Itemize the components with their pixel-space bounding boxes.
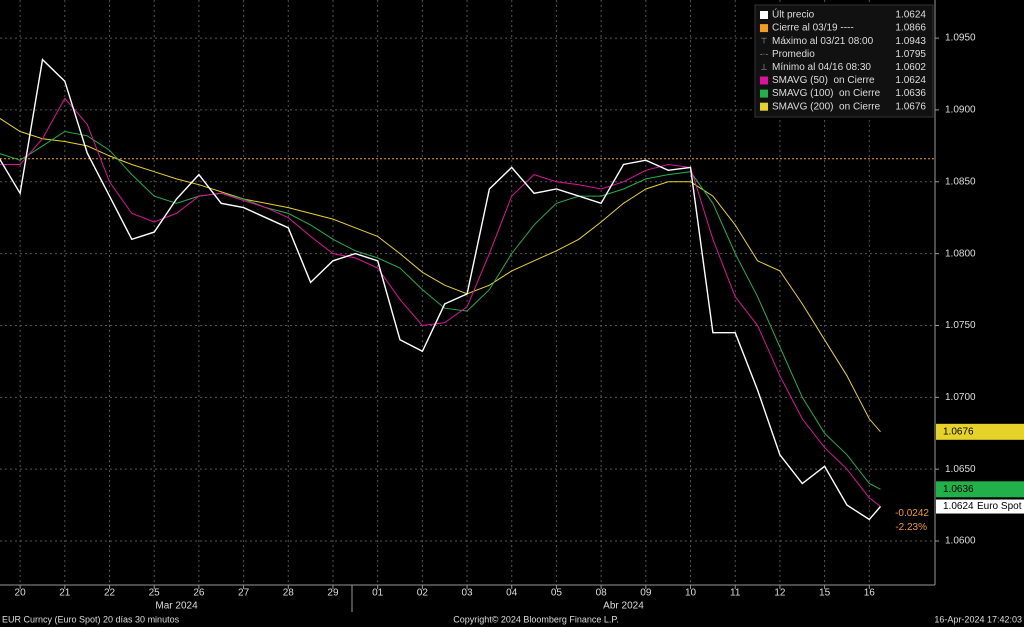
legend-value: 1.0602 <box>895 62 926 73</box>
x-tick-label: 29 <box>327 588 339 599</box>
month-label: Mar 2024 <box>155 601 198 612</box>
legend-value: 1.0943 <box>895 36 926 47</box>
legend-swatch <box>760 89 768 98</box>
y-tick-label: 1.0900 <box>945 105 976 116</box>
legend-symbol: ⊥ <box>761 63 768 72</box>
x-tick-label: 11 <box>730 588 741 599</box>
series-line <box>0 130 881 490</box>
x-tick-label: 16 <box>864 588 876 599</box>
footer-right: 16-Apr-2024 17:42:03 <box>934 614 1022 624</box>
legend-label: SMAVG (200) on Cierre <box>772 101 881 112</box>
y-tick-label: 1.0750 <box>945 320 976 331</box>
x-tick-label: 08 <box>596 588 608 599</box>
x-tick-label: 03 <box>461 588 473 599</box>
y-tick-label: 1.0600 <box>945 536 976 547</box>
legend-value: 1.0676 <box>895 101 926 112</box>
legend-label: SMAVG (50) on Cierre <box>772 75 875 86</box>
legend-label: Promedio <box>772 49 815 60</box>
x-tick-label: 15 <box>819 588 831 599</box>
legend-swatch <box>760 76 768 85</box>
series-line <box>0 97 881 507</box>
x-tick-label: 04 <box>506 588 518 599</box>
legend-symbol: -·- <box>760 49 768 58</box>
x-tick-label: 28 <box>283 588 295 599</box>
legend-swatch <box>760 24 768 33</box>
change-label: -0.0242 <box>895 508 929 519</box>
x-tick-label: 05 <box>551 588 563 599</box>
legend-label: SMAVG (100) on Cierre <box>772 88 881 99</box>
value-tag-label: 1.0676 <box>943 426 974 437</box>
legend-swatch <box>760 11 768 19</box>
month-label: Abr 2024 <box>603 601 644 612</box>
legend-symbol: ⊤ <box>761 36 768 45</box>
legend-value: 1.0866 <box>895 23 926 34</box>
x-tick-label: 22 <box>104 588 116 599</box>
x-tick-label: 02 <box>417 588 429 599</box>
x-tick-label: 26 <box>193 588 205 599</box>
value-tag <box>936 499 1024 514</box>
y-tick-label: 1.0950 <box>945 33 976 44</box>
legend-value: 1.0636 <box>895 88 926 99</box>
value-tag-label: 1.0636 <box>943 484 974 495</box>
legend-value: 1.0795 <box>895 49 926 60</box>
y-tick-label: 1.0850 <box>945 176 976 187</box>
legend-swatch <box>760 102 768 111</box>
value-tag-name: Euro Spot <box>977 501 1022 512</box>
value-tag <box>936 423 1024 440</box>
x-tick-label: 25 <box>149 588 161 599</box>
x-tick-label: 21 <box>59 588 71 599</box>
legend-box <box>754 4 934 118</box>
legend-label: Mínimo al 04/16 08:30 <box>772 62 871 73</box>
legend-value: 1.0624 <box>895 10 926 21</box>
change-pct-label: -2.23% <box>895 522 927 533</box>
value-tag <box>936 481 1024 498</box>
x-tick-label: 10 <box>685 588 697 599</box>
series-line <box>0 58 882 521</box>
x-tick-label: 27 <box>238 588 250 599</box>
y-tick-label: 1.0800 <box>945 248 976 259</box>
x-tick-label: 01 <box>372 588 384 599</box>
x-tick-label: 09 <box>640 588 652 599</box>
legend-label: Últ precio <box>772 8 815 21</box>
footer-left: EUR Curncy (Euro Spot) 20 días 30 minuto… <box>2 614 180 624</box>
legend-label: Cierre al 03/19 ---- <box>772 23 854 34</box>
legend-label: Máximo al 03/21 08:00 <box>772 36 874 47</box>
y-tick-label: 1.0700 <box>945 392 976 403</box>
value-tag-label: 1.0624 <box>943 501 974 512</box>
y-tick-label: 1.0650 <box>945 464 976 475</box>
footer-center: Copyright© 2024 Bloomberg Finance L.P. <box>453 614 619 624</box>
x-tick-label: 12 <box>774 588 786 599</box>
series-line <box>0 117 881 433</box>
x-tick-label: 20 <box>15 588 27 599</box>
legend-value: 1.0624 <box>895 75 926 86</box>
